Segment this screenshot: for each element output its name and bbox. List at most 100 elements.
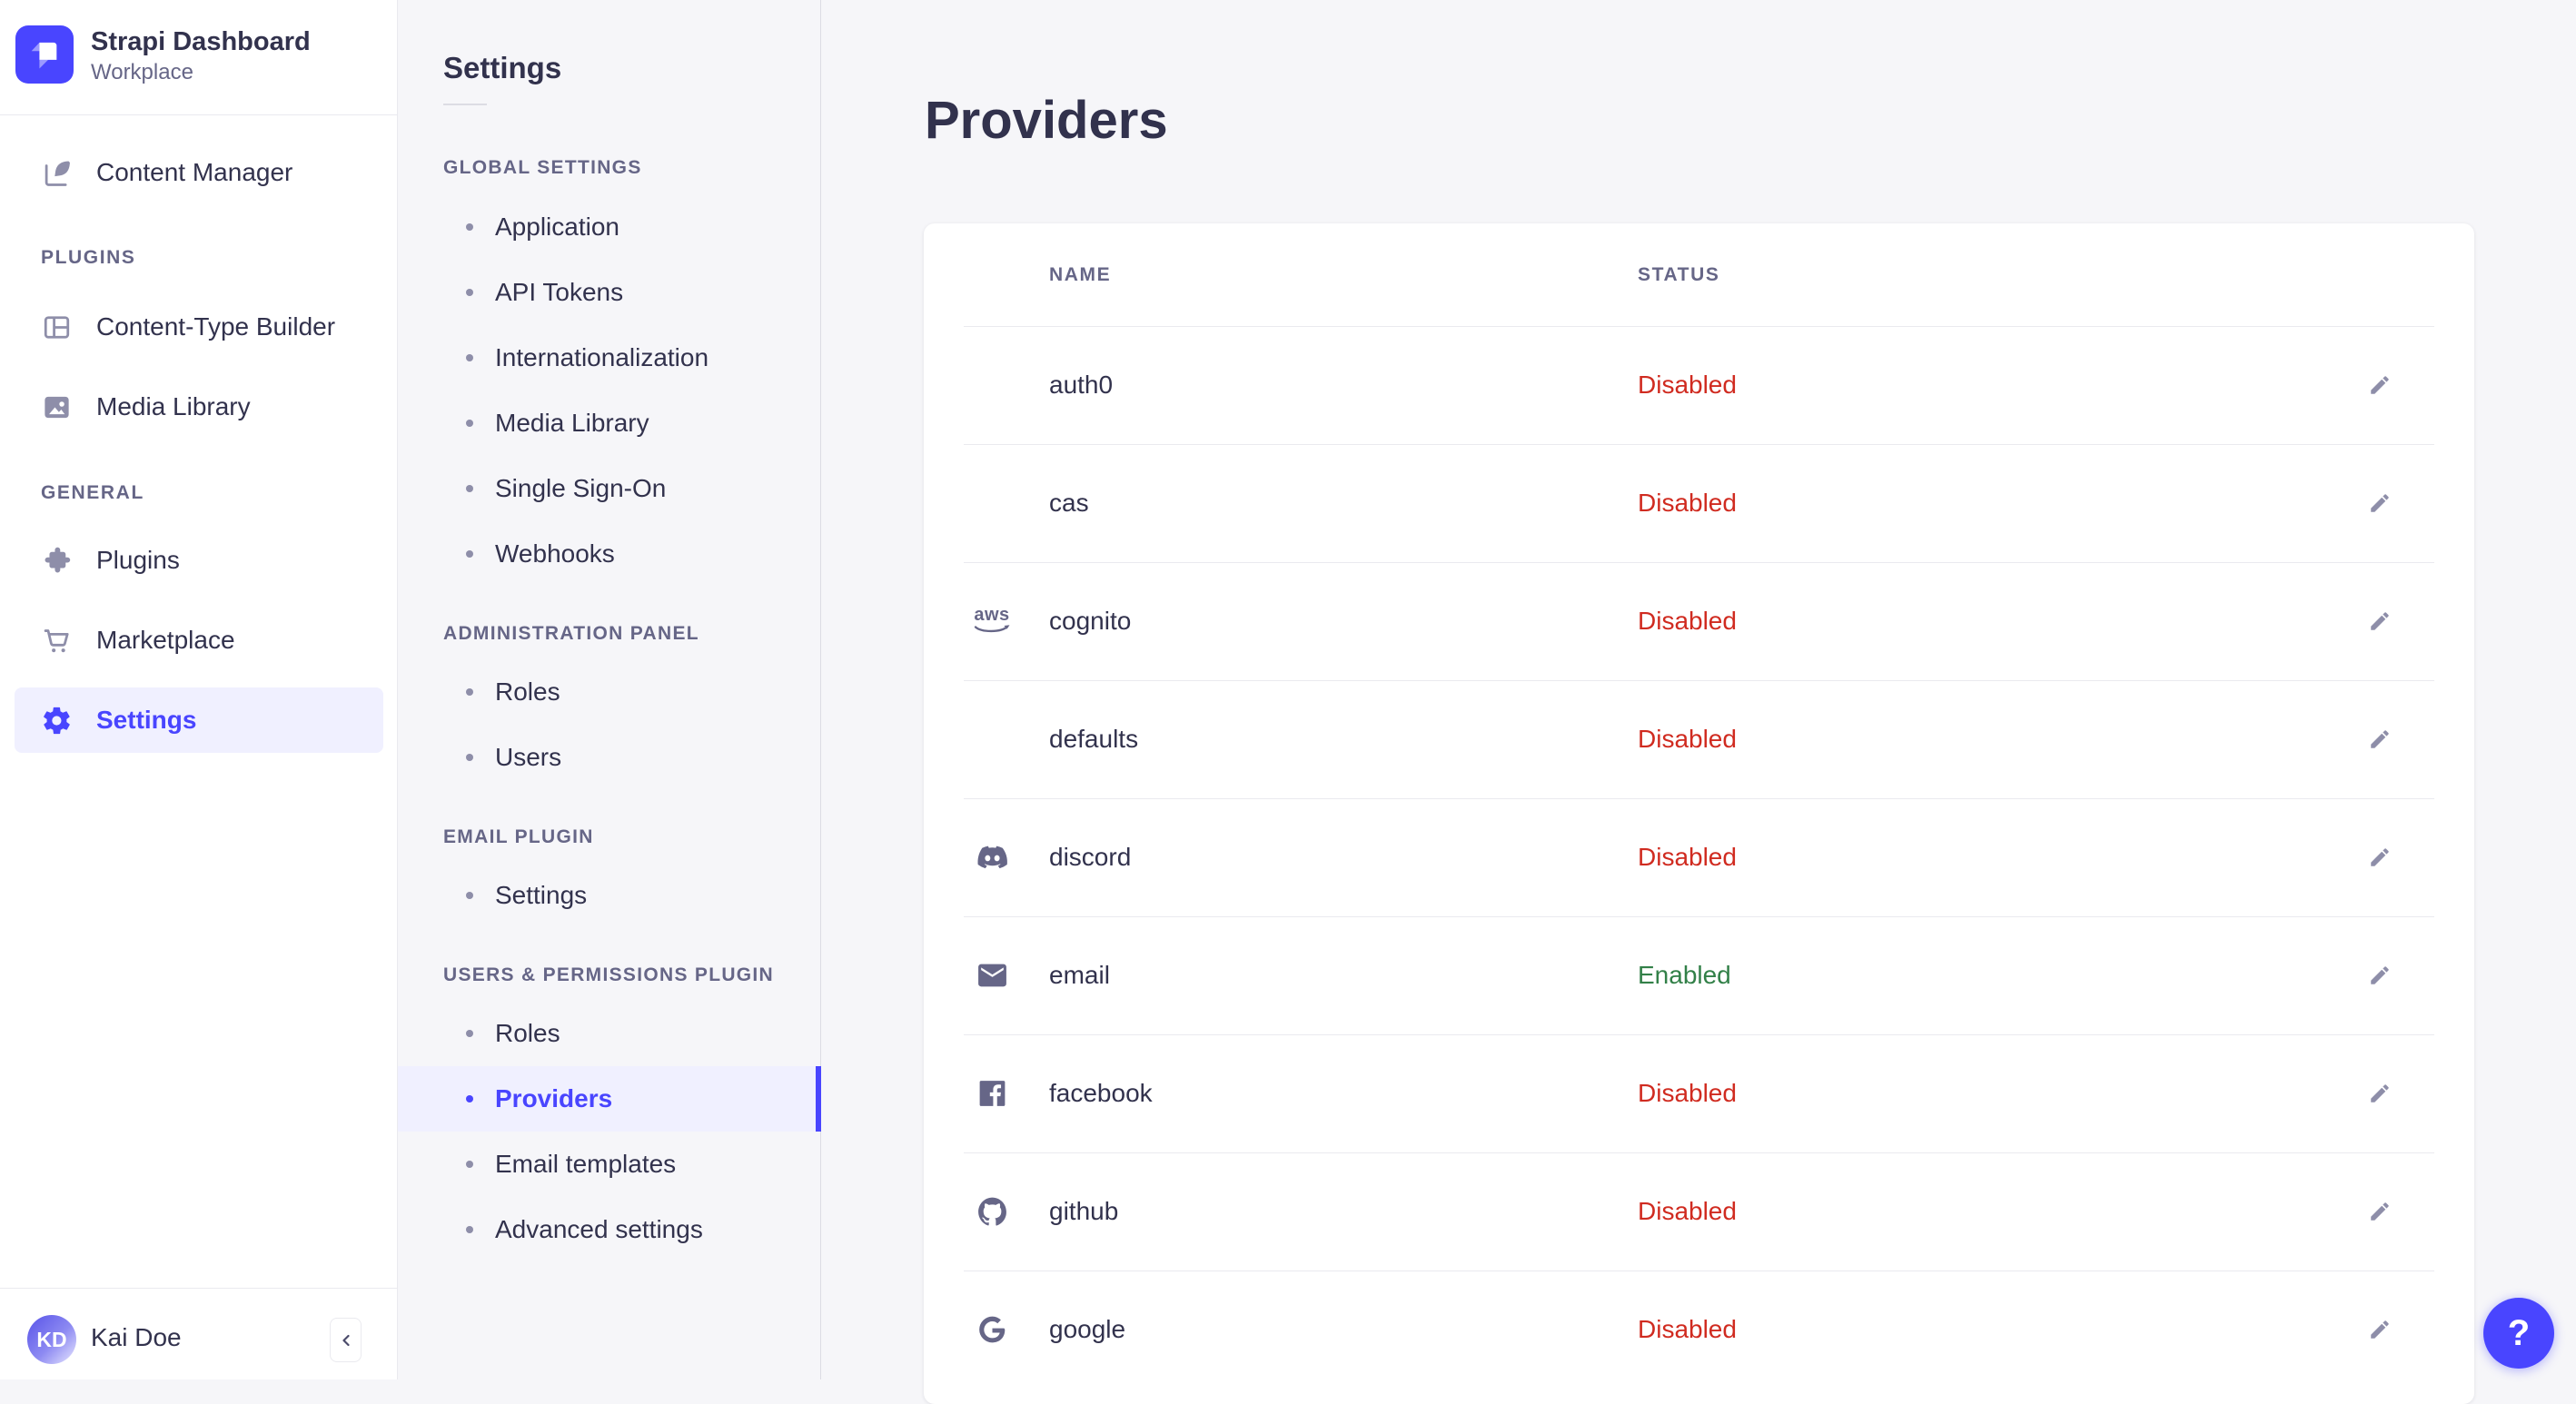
table-row-facebook: facebook Disabled [924, 1034, 2474, 1152]
workspace-switcher[interactable]: Strapi Dashboard Workplace [0, 0, 397, 115]
sidebar-item-plugins[interactable]: Plugins [15, 528, 383, 593]
provider-status: Enabled [1638, 961, 1731, 989]
sidebar-item-label: Marketplace [96, 626, 235, 654]
bullet-icon [466, 289, 473, 296]
subnav-item-application[interactable]: Application [398, 194, 821, 260]
provider-name: auth0 [1049, 371, 1114, 399]
provider-name: github [1049, 1197, 1119, 1225]
provider-status: Disabled [1638, 1315, 1737, 1343]
table-row-github: github Disabled [924, 1152, 2474, 1271]
bullet-icon [466, 550, 473, 558]
edit-provider-button[interactable] [2358, 599, 2402, 643]
edit-provider-button[interactable] [2358, 1190, 2402, 1233]
pencil-icon [2368, 727, 2392, 751]
bullet-icon [466, 1095, 473, 1102]
pencil-icon [2368, 1082, 2392, 1105]
sidebar-item-marketplace[interactable]: Marketplace [15, 608, 383, 673]
table-row-discord: discord Disabled [924, 798, 2474, 916]
subnav-item-advanced-settings[interactable]: Advanced settings [398, 1197, 821, 1262]
table-header-row: NAME STATUS [924, 223, 2474, 326]
provider-name: cognito [1049, 607, 1132, 635]
pen-write-icon [41, 157, 73, 189]
avatar: KD [27, 1315, 76, 1364]
edit-provider-button[interactable] [2358, 717, 2402, 761]
edit-provider-button[interactable] [2358, 363, 2402, 407]
subnav-item-up-roles[interactable]: Roles [398, 1001, 821, 1066]
workspace-title: Strapi Dashboard [91, 27, 311, 56]
bullet-icon [466, 892, 473, 899]
sidebar-item-media-library[interactable]: Media Library [15, 374, 383, 440]
subnav-item-webhooks[interactable]: Webhooks [398, 521, 821, 587]
provider-status: Disabled [1638, 607, 1737, 635]
sidebar-item-settings[interactable]: Settings [15, 687, 383, 753]
google-icon [970, 1313, 1014, 1347]
sidebar-item-label: Media Library [96, 392, 251, 420]
providers-table: NAME STATUS auth0 Disabled cas Disabled [924, 223, 2474, 1404]
puzzle-icon [41, 545, 73, 577]
sidebar-item-content-manager[interactable]: Content Manager [15, 140, 383, 205]
bullet-icon [466, 1226, 473, 1233]
main-content: Providers NAME STATUS auth0 Disabled cas… [821, 0, 2576, 1404]
table-row-google: google Disabled [924, 1271, 2474, 1389]
table-row-email: email Enabled [924, 916, 2474, 1034]
cart-icon [41, 625, 73, 657]
edit-provider-button[interactable] [2358, 835, 2402, 879]
subnav-item-providers[interactable]: Providers [398, 1066, 821, 1132]
bullet-icon [466, 420, 473, 427]
subnav-item-email-templates[interactable]: Email templates [398, 1132, 821, 1197]
page-title: Providers [925, 90, 1168, 150]
subnav-item-single-sign-on[interactable]: Single Sign-On [398, 456, 821, 521]
pencil-icon [2368, 609, 2392, 633]
picture-icon [41, 391, 73, 423]
subnav-item-email-settings[interactable]: Settings [398, 863, 821, 928]
edit-provider-button[interactable] [2358, 1308, 2402, 1351]
pencil-icon [2368, 1200, 2392, 1223]
user-name: Kai Doe [91, 1323, 182, 1351]
bullet-icon [466, 223, 473, 231]
subnav-item-roles[interactable]: Roles [398, 659, 821, 725]
settings-subnav: Settings GLOBAL SETTINGS Application API… [398, 0, 821, 1379]
sidebar-section-general: GENERAL [41, 482, 144, 503]
layout-icon [41, 311, 73, 343]
subnav-title: Settings [443, 51, 562, 84]
sidebar-footer-divider [0, 1288, 397, 1289]
bullet-icon [466, 354, 473, 361]
strapi-logo-icon [15, 25, 74, 84]
provider-name: email [1049, 961, 1110, 989]
subnav-section-users-permissions-plugin: USERS & PERMISSIONS PLUGIN [443, 964, 775, 985]
subnav-item-api-tokens[interactable]: API Tokens [398, 260, 821, 325]
sidebar-item-label: Content Manager [96, 158, 293, 186]
provider-status: Disabled [1638, 725, 1737, 753]
subnav-item-internationalization[interactable]: Internationalization [398, 325, 821, 391]
edit-provider-button[interactable] [2358, 1072, 2402, 1115]
provider-status: Disabled [1638, 489, 1737, 517]
provider-status: Disabled [1638, 843, 1737, 871]
table-row-defaults: defaults Disabled [924, 680, 2474, 798]
facebook-icon [970, 1077, 1014, 1111]
sidebar-item-label: Settings [96, 706, 197, 734]
help-button[interactable]: ? [2483, 1298, 2554, 1369]
pencil-icon [2368, 373, 2392, 397]
subnav-section-administration-panel: ADMINISTRATION PANEL [443, 623, 699, 644]
envelope-icon [970, 959, 1014, 993]
subnav-section-email-plugin: EMAIL PLUGIN [443, 826, 594, 847]
subnav-title-divider [443, 104, 487, 105]
bullet-icon [466, 1030, 473, 1037]
bullet-icon [466, 754, 473, 761]
subnav-item-users[interactable]: Users [398, 725, 821, 790]
subnav-section-global-settings: GLOBAL SETTINGS [443, 157, 642, 178]
sidebar-section-plugins: PLUGINS [41, 247, 136, 268]
table-row-auth0: auth0 Disabled [924, 326, 2474, 444]
subnav-item-media-library[interactable]: Media Library [398, 391, 821, 456]
edit-provider-button[interactable] [2358, 954, 2402, 997]
github-icon [970, 1195, 1014, 1229]
pencil-icon [2368, 964, 2392, 987]
sidebar-item-content-type-builder[interactable]: Content-Type Builder [15, 294, 383, 360]
edit-provider-button[interactable] [2358, 481, 2402, 525]
user-menu[interactable]: KD Kai Doe [0, 1289, 397, 1379]
aws-icon: aws [970, 606, 1014, 637]
discord-icon [970, 841, 1014, 875]
bullet-icon [466, 688, 473, 696]
sidebar-item-label: Plugins [96, 546, 180, 574]
collapse-sidebar-button[interactable] [330, 1318, 362, 1362]
